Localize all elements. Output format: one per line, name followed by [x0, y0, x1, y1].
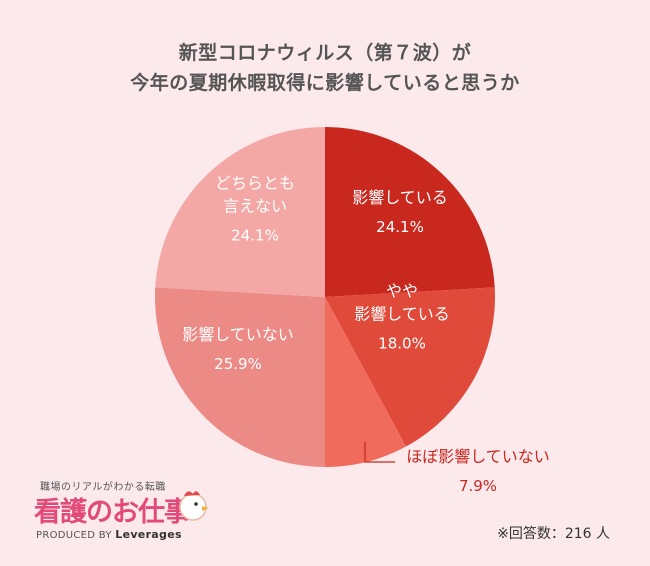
slice-label: 影響している	[352, 188, 448, 207]
logo-name: 看護のお仕事	[34, 497, 191, 528]
chart-title-line2: 今年の夏期休暇取得に影響していると思うか	[130, 72, 520, 94]
chart-title-line1: 新型コロナウィルス（第７波）が	[178, 42, 472, 64]
logo-produced-by: PRODUCED BY	[36, 530, 112, 541]
logo-tagline: 職場のリアルがわかる転職	[40, 482, 166, 493]
pie-slice	[325, 127, 495, 297]
slice-label: 言えない	[223, 197, 287, 216]
slice-value-label: 25.9%	[214, 355, 262, 373]
slice-value-label: 24.1%	[376, 218, 424, 236]
pie-slice	[155, 287, 325, 467]
logo-producer: PRODUCED BY Leverages	[36, 528, 182, 541]
slice-value-label: 24.1%	[231, 227, 279, 245]
slice-label: 影響していない	[182, 325, 294, 344]
slice-label: やや	[386, 282, 418, 301]
slice-value-label: 18.0%	[378, 335, 426, 353]
pie-slice	[155, 127, 325, 297]
logo-company: Leverages	[115, 528, 182, 541]
brand-logo: 職場のリアルがわかる転職 看護のお仕事 PRODUCED BY Leverage…	[26, 478, 216, 548]
bird-mascot-icon	[179, 491, 209, 521]
respondent-count-note: ※回答数：216 人	[497, 526, 610, 542]
slice-label: ほぼ影響していない	[406, 447, 550, 466]
label-leader-line	[364, 442, 395, 463]
slice-label: どちらとも	[215, 174, 295, 193]
slice-value-label: 7.9%	[459, 477, 497, 495]
chart-title: 新型コロナウィルス（第７波）が 今年の夏期休暇取得に影響していると思うか	[0, 38, 650, 98]
pie-slice	[325, 297, 406, 467]
slice-label: 影響している	[354, 305, 450, 324]
pie-slice	[325, 287, 495, 447]
